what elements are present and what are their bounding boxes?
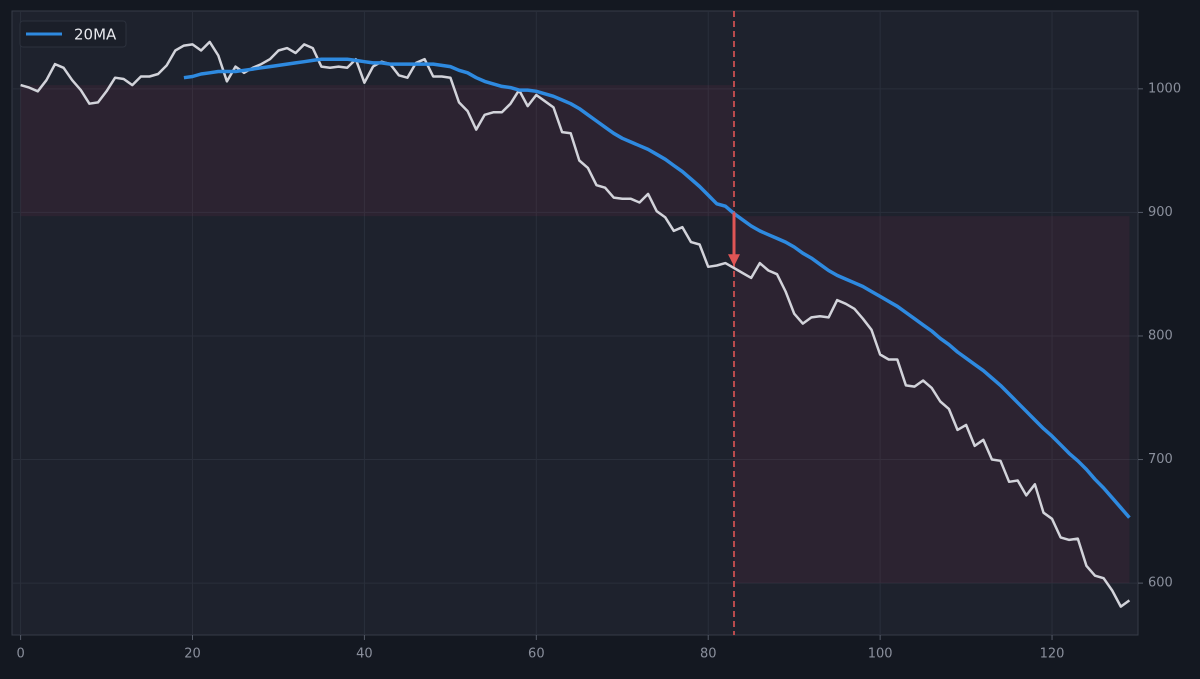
series-line <box>183 57 1131 519</box>
legend-box <box>19 20 127 48</box>
y-tick-label: 1000 <box>1148 81 1181 96</box>
x-tick-label: 80 <box>700 647 717 662</box>
y-tick-label: 600 <box>1148 576 1173 591</box>
shaded-region <box>734 216 1130 584</box>
x-tick-label: 100 <box>868 647 893 662</box>
legend-label: 20MA <box>74 26 117 44</box>
x-tick-label: 20 <box>184 647 201 662</box>
series-line <box>20 40 1131 608</box>
x-tick-label: 40 <box>356 647 373 662</box>
plot-area <box>11 10 1139 636</box>
y-tick-label: 800 <box>1148 328 1173 343</box>
x-tick-label: 0 <box>16 647 24 662</box>
y-tick-label: 900 <box>1148 205 1173 220</box>
x-tick-label: 60 <box>528 647 545 662</box>
x-tick-label: 120 <box>1040 647 1065 662</box>
event-arrow-head <box>728 254 741 267</box>
shaded-region <box>20 85 735 217</box>
y-tick-label: 700 <box>1148 452 1173 467</box>
